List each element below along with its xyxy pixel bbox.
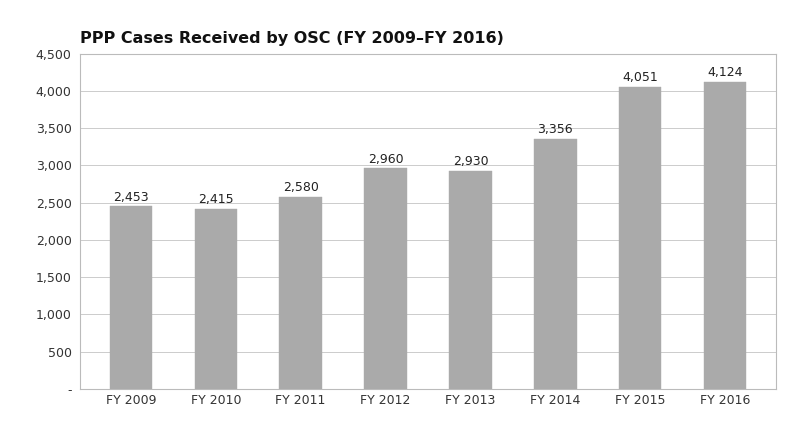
Text: 2,415: 2,415 xyxy=(198,194,234,207)
Bar xyxy=(279,197,322,389)
Bar xyxy=(534,139,577,389)
Text: 2,930: 2,930 xyxy=(453,155,488,168)
Text: 2,960: 2,960 xyxy=(368,153,403,166)
Bar xyxy=(619,87,662,389)
Bar xyxy=(450,171,492,389)
Bar xyxy=(364,169,406,389)
Text: 4,051: 4,051 xyxy=(622,72,658,84)
Bar xyxy=(704,82,746,389)
Text: 2,453: 2,453 xyxy=(113,190,149,203)
Text: 3,356: 3,356 xyxy=(538,123,573,136)
Bar xyxy=(194,209,237,389)
Text: PPP Cases Received by OSC (FY 2009–FY 2016): PPP Cases Received by OSC (FY 2009–FY 20… xyxy=(80,30,504,46)
Text: 2,580: 2,580 xyxy=(282,181,318,194)
Text: 4,124: 4,124 xyxy=(707,66,743,79)
Bar xyxy=(110,206,152,389)
